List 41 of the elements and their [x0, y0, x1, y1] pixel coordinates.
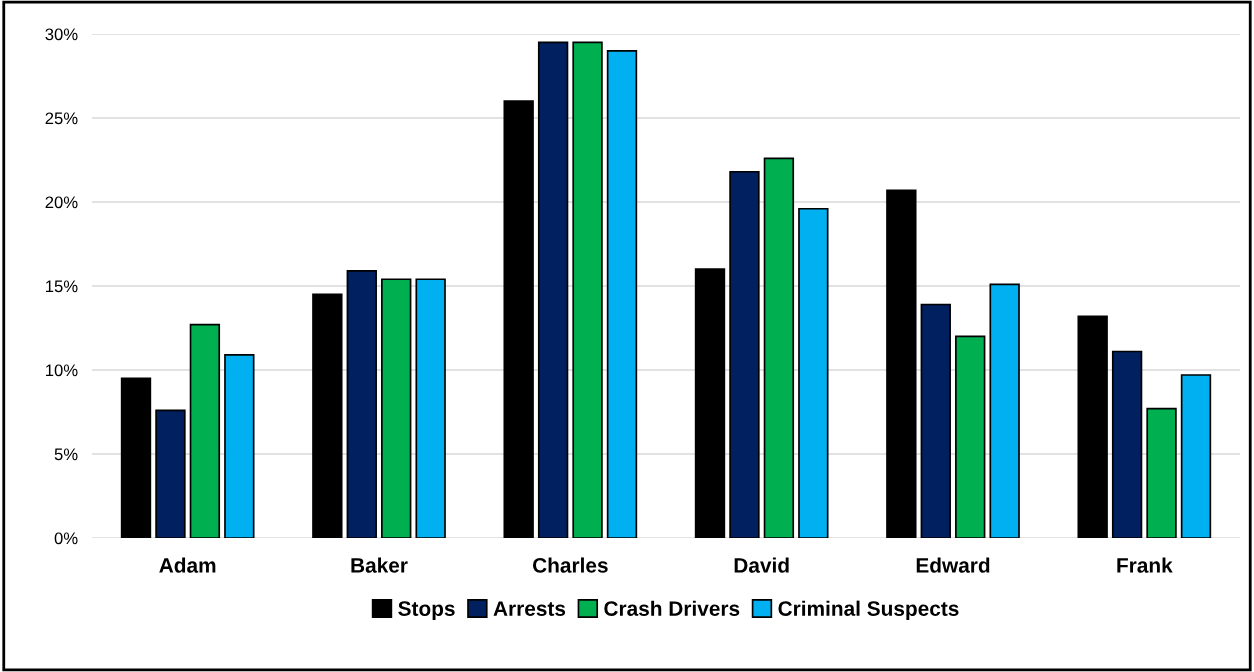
bar — [381, 278, 412, 538]
bar — [886, 189, 917, 538]
bar — [1146, 407, 1177, 538]
bar — [155, 409, 186, 538]
bar — [955, 335, 986, 538]
legend-label: Stops — [398, 601, 455, 621]
bar — [572, 41, 603, 538]
x-tick-label: Adam — [159, 557, 216, 573]
bar — [920, 303, 951, 538]
legend-label: Arrests — [493, 601, 566, 616]
bar — [503, 100, 534, 538]
y-tick-label: 5% — [54, 448, 78, 461]
y-tick-label: 0% — [54, 532, 78, 545]
y-tick-label: 20% — [45, 196, 78, 209]
y-tick-label: 15% — [46, 280, 78, 293]
bar — [989, 283, 1020, 538]
bar — [346, 270, 377, 538]
legend-label: Criminal Suspects — [778, 600, 959, 621]
bar — [694, 268, 726, 538]
bar — [120, 377, 152, 538]
legend-label: Crash Drivers — [604, 600, 740, 616]
bar — [1180, 374, 1212, 538]
x-tick-label: Baker — [351, 557, 408, 573]
y-tick-label: 25% — [45, 112, 78, 125]
bar — [1111, 350, 1143, 538]
bar — [606, 49, 638, 538]
y-tick-label: 10% — [46, 364, 78, 377]
x-tick-label: Edward — [916, 557, 990, 573]
x-tick-label: Charles — [532, 557, 608, 573]
bar — [798, 207, 829, 538]
bar — [537, 41, 569, 538]
y-tick-label: 30% — [45, 28, 78, 41]
x-tick-label: Frank — [1117, 557, 1173, 573]
bar — [189, 323, 221, 538]
bar — [415, 278, 446, 538]
x-tick-label: David — [734, 557, 789, 573]
bar — [312, 293, 343, 538]
bar — [763, 157, 795, 538]
bar — [224, 354, 255, 538]
bar — [729, 170, 760, 538]
bar — [1077, 315, 1108, 538]
